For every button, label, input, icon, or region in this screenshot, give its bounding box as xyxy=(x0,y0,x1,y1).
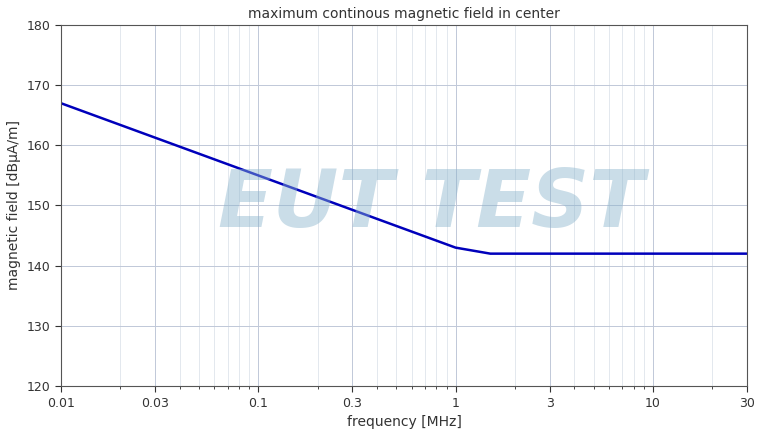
Title: maximum continous magnetic field in center: maximum continous magnetic field in cent… xyxy=(248,7,560,21)
Y-axis label: magnetic field [dBμA/m]: magnetic field [dBμA/m] xyxy=(7,120,21,290)
X-axis label: frequency [MHz]: frequency [MHz] xyxy=(347,415,462,429)
Text: EUT TEST: EUT TEST xyxy=(219,167,645,245)
